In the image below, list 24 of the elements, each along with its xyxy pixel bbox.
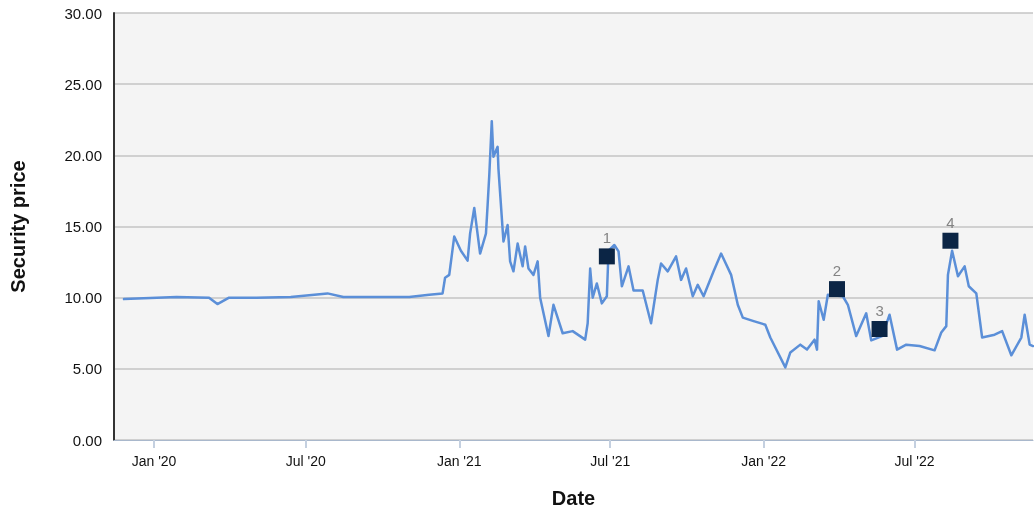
annotation: 4 <box>946 213 955 231</box>
point <box>871 320 888 337</box>
y-tick-label: 25.00 <box>64 75 102 93</box>
y-tick-label: 10.00 <box>64 289 102 307</box>
point <box>598 248 615 265</box>
y-tick-label: 15.00 <box>64 218 102 235</box>
y-tick-label: 0.00 <box>72 431 102 449</box>
x-tick-label: Jan '21 <box>436 453 482 469</box>
x-tick-label: Jul '22 <box>894 453 935 469</box>
annotation: 1 <box>602 229 612 247</box>
point <box>829 281 846 298</box>
annotation: 3 <box>875 301 884 319</box>
point <box>942 232 959 249</box>
y-tick-label: 30.00 <box>64 4 102 22</box>
x-axis-title: Date <box>551 487 596 509</box>
y-axis-title: Security price <box>7 160 29 293</box>
annotation: 2 <box>832 262 842 280</box>
x-tick-label: Jul '21 <box>590 453 631 469</box>
x-tick-label: Jan '22 <box>741 453 787 469</box>
x-tick-label: Jan '20 <box>131 453 177 469</box>
y-tick-label: 20.00 <box>64 146 102 164</box>
line-series <box>122 119 1034 369</box>
y-tick-label: 5.00 <box>72 360 102 378</box>
x-tick-label: Jul '20 <box>285 453 327 469</box>
